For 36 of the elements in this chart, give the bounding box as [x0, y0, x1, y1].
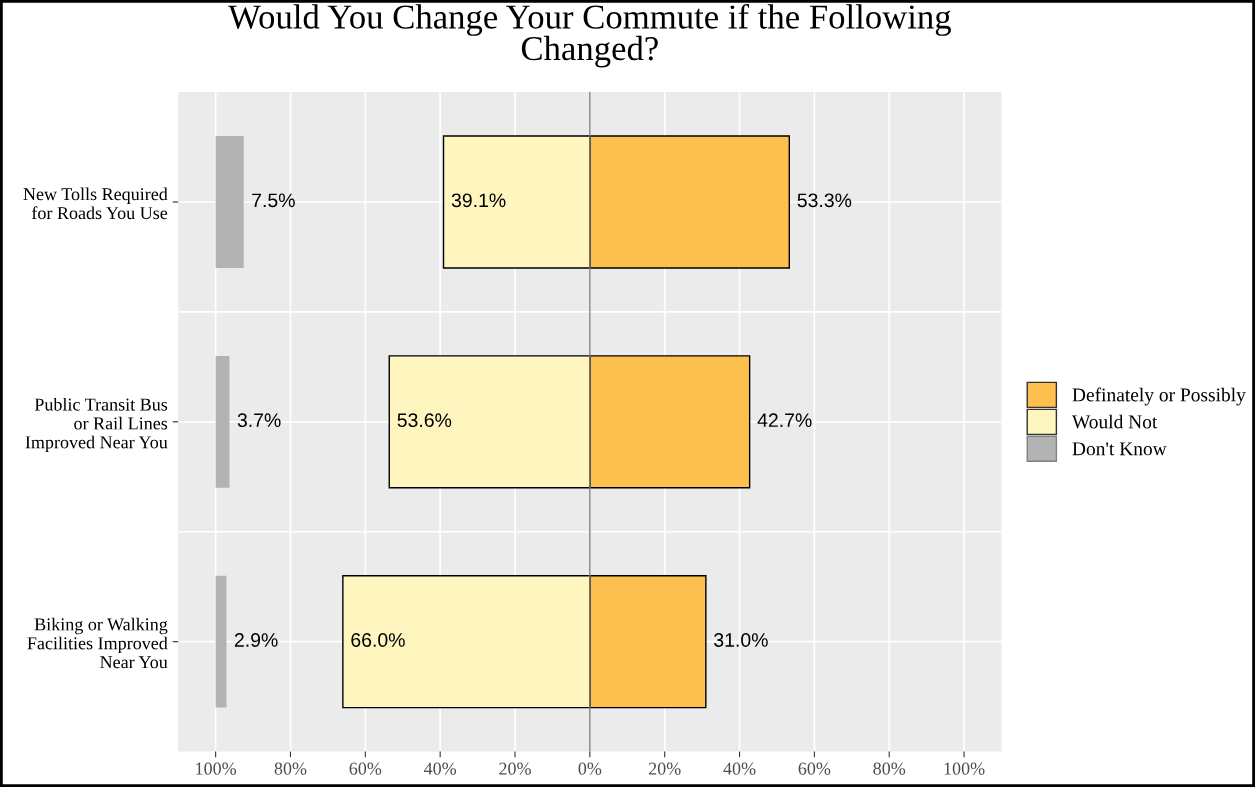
data-label: 31.0% [714, 633, 768, 647]
data-label: 42.7% [757, 413, 812, 427]
x-tick-label: 80% [274, 762, 307, 775]
data-label: 53.3% [797, 193, 852, 208]
x-tick-label: 40% [723, 762, 756, 775]
x-tick-label: 80% [873, 762, 906, 775]
bar [442, 135, 591, 269]
chart-title: Would You Change Your Commute if the Following Changed? [228, 3, 951, 68]
data-label: 66.0% [351, 633, 405, 647]
x-tick-label: 20% [648, 762, 681, 775]
data-label: 7.5% [252, 193, 295, 208]
data-label: 39.1% [451, 193, 506, 208]
bar [589, 575, 707, 709]
x-tick-label: 0% [578, 762, 602, 775]
y-tick-label: Biking or Walking Facilities Improved Near You [27, 617, 168, 669]
data-label: 53.6% [397, 413, 452, 428]
x-tick-label: 100% [944, 762, 985, 775]
bar [589, 355, 751, 489]
bar [589, 135, 791, 269]
x-tick-label: 60% [349, 762, 382, 775]
bar [215, 136, 244, 268]
x-tick-label: 20% [499, 762, 531, 775]
legend-label: Would Not [1071, 414, 1158, 429]
x-tick-label: 100% [196, 762, 237, 775]
y-tick-label: New Tolls Required for Roads You Use [23, 187, 168, 220]
x-tick-label: 40% [423, 762, 457, 775]
bar [215, 575, 227, 708]
y-tick-label: Public Transit Bus or Rail Lines Improved Near You [25, 397, 168, 453]
legend-label: Don't Know [1072, 442, 1167, 456]
legend-label: Definately or Possibly [1072, 387, 1246, 406]
x-tick-label: 60% [798, 762, 831, 775]
bar [388, 355, 591, 489]
data-label: 3.7% [237, 413, 281, 428]
data-label: 2.9% [234, 633, 278, 647]
bar [342, 575, 591, 709]
bar [215, 355, 230, 488]
